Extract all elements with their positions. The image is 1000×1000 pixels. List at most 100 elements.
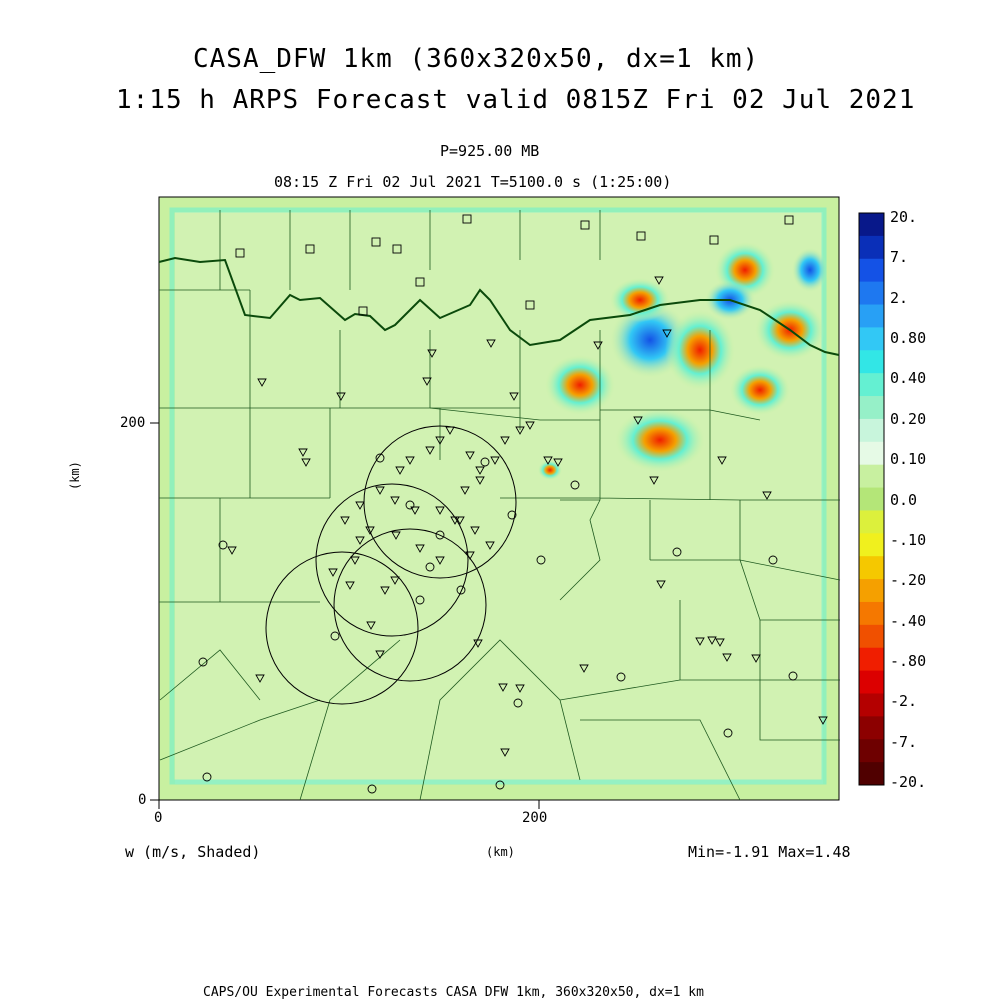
station-triangle [473, 639, 483, 648]
station-triangle [525, 421, 535, 430]
colorbar-swatch [859, 579, 884, 603]
colorbar-swatch [859, 464, 884, 489]
station-triangle [470, 526, 480, 535]
axis-ticks [150, 422, 540, 809]
station-square [636, 231, 646, 241]
colorbar-swatch [859, 533, 884, 557]
station-circle [768, 555, 778, 565]
station-triangle [427, 349, 437, 358]
station-circle [198, 657, 208, 667]
station-triangle [715, 638, 725, 647]
colorbar-swatch [859, 304, 884, 328]
station-triangle [380, 586, 390, 595]
station-triangle [515, 426, 525, 435]
station-triangle [366, 621, 376, 630]
colorbar-swatch [859, 624, 884, 649]
station-triangle [375, 486, 385, 495]
colorbar-label: -.20 [890, 571, 927, 590]
station-triangle [445, 426, 455, 435]
y-axis-label: (km) [68, 461, 82, 490]
colorbar-swatch [859, 418, 884, 443]
station-triangle [500, 436, 510, 445]
station-triangle [486, 339, 496, 348]
station-triangle [257, 378, 267, 387]
station-circle [456, 585, 466, 595]
valid-time-label: 08:15 Z Fri 02 Jul 2021 T=5100.0 s (1:25… [274, 173, 672, 191]
station-triangle [355, 536, 365, 545]
station-markers [198, 214, 828, 794]
station-triangle [553, 458, 563, 467]
x-tick-200: 200 [522, 810, 548, 826]
station-circle [672, 547, 682, 557]
station-triangle [391, 531, 401, 540]
x-axis-label: (km) [486, 845, 515, 859]
station-triangle [475, 466, 485, 475]
station-triangle [255, 674, 265, 683]
station-triangle [395, 466, 405, 475]
station-square [392, 244, 402, 254]
station-circle [425, 562, 435, 572]
station-triangle [593, 341, 603, 350]
station-square [371, 237, 381, 247]
station-circle [367, 784, 377, 794]
station-circle [405, 500, 415, 510]
colorbar-label: -.10 [890, 530, 927, 549]
station-triangle [365, 526, 375, 535]
chart-title-line-1: CASA_DFW 1km (360x320x50, dx=1 km) [193, 44, 760, 74]
station-triangle [227, 546, 237, 555]
station-triangle [375, 650, 385, 659]
colorbar-label: -2. [890, 692, 918, 711]
station-triangle [435, 506, 445, 515]
station-triangle [405, 456, 415, 465]
colorbar-label: -.40 [890, 611, 927, 630]
station-triangle [328, 568, 338, 577]
station-triangle [485, 541, 495, 550]
min-max-label: Min=-1.91 Max=1.48 [688, 843, 851, 861]
station-square [462, 214, 472, 224]
chart-title-line-2: 1:15 h ARPS Forecast valid 0815Z Fri 02 … [116, 85, 916, 115]
station-circle [616, 672, 626, 682]
colorbar-swatch [859, 739, 884, 763]
y-tick-200: 200 [120, 415, 146, 431]
station-triangle [762, 491, 772, 500]
station-triangle [345, 581, 355, 590]
station-circle [495, 780, 505, 790]
station-triangle [415, 544, 425, 553]
colorbar-swatch [859, 213, 884, 237]
pressure-label: P=925.00 MB [440, 142, 540, 160]
state-boundary [158, 256, 840, 356]
colorbar-swatch [859, 281, 884, 306]
colorbar-swatch [859, 647, 884, 672]
station-square [358, 306, 368, 316]
y-tick-0: 0 [138, 792, 147, 808]
station-triangle [455, 516, 465, 525]
station-triangle [515, 684, 525, 693]
station-circle [435, 530, 445, 540]
station-triangle [722, 653, 732, 662]
colorbar-swatch [859, 762, 884, 786]
station-triangle [425, 446, 435, 455]
station-triangle [662, 329, 672, 338]
colorbar-swatch [859, 327, 884, 351]
colorbar-label: 0.80 [890, 329, 927, 348]
station-square [709, 235, 719, 245]
station-triangle [350, 556, 360, 565]
station-triangle [649, 476, 659, 485]
station-triangle [336, 392, 346, 401]
colorbar-swatch [859, 510, 884, 534]
station-triangle [301, 458, 311, 467]
station-square [415, 277, 425, 287]
station-circle [202, 772, 212, 782]
colorbar-swatch [859, 487, 884, 511]
credit-footer: CAPS/OU Experimental Forecasts CASA DFW … [203, 985, 704, 1000]
station-circle [723, 728, 733, 738]
boundary-band [169, 207, 827, 785]
colorbar-swatch [859, 693, 884, 717]
colorbar-label: 7. [890, 248, 909, 267]
station-triangle [656, 580, 666, 589]
colorbar-label: 0.20 [890, 409, 927, 428]
colorbar-label: 2. [890, 288, 909, 307]
station-square [580, 220, 590, 230]
station-triangle [475, 476, 485, 485]
